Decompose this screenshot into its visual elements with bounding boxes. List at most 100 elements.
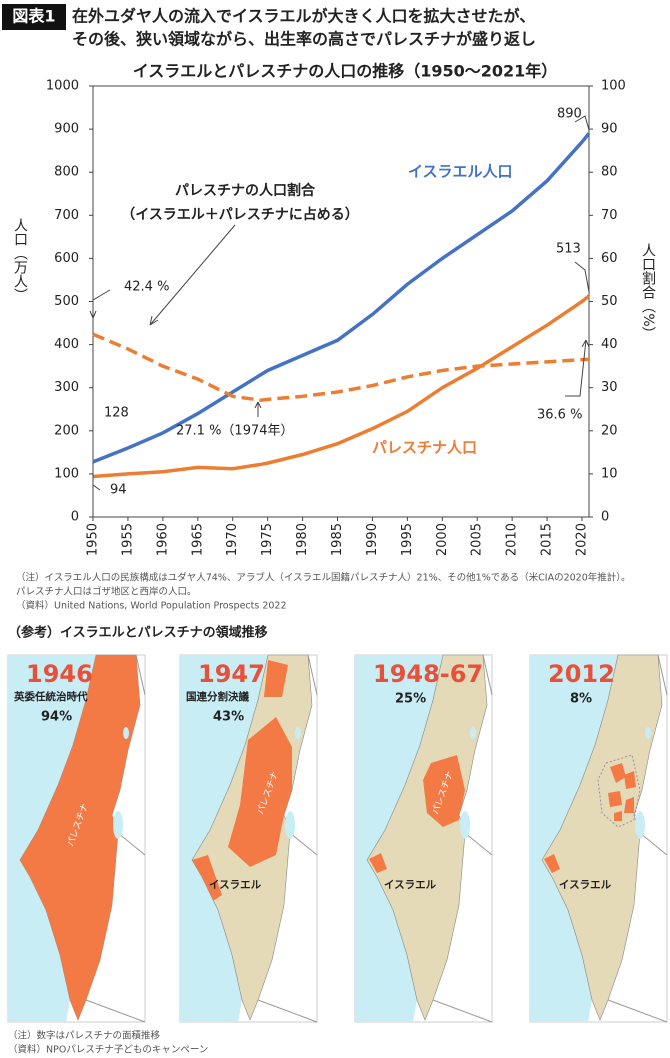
map-year: 1948-67 (373, 660, 483, 688)
palestine-shape (264, 660, 288, 697)
map-year: 2012 (548, 660, 615, 688)
map-share: 25% (395, 692, 426, 707)
data-label: 128 (104, 406, 129, 421)
x-tick-label: 1955 (120, 523, 135, 556)
palestine-shape (614, 811, 622, 821)
y-tick-label: 0 (71, 510, 79, 525)
badge: 図表1 (12, 7, 55, 26)
series-label: パレスチナ人口 (372, 439, 477, 457)
y2-tick-label: 0 (601, 510, 609, 525)
y-tick-label: 600 (54, 251, 79, 266)
map-share: 8% (570, 692, 592, 707)
lake (645, 727, 651, 739)
sea (8, 655, 96, 1022)
map-period: 英委任統治時代 (13, 690, 88, 703)
map-region: イスラエル (209, 879, 262, 891)
palestine-shape (544, 854, 560, 873)
map-share: 94% (41, 710, 72, 725)
x-tick-label: 1995 (400, 523, 415, 556)
annotation: 42.4 % (124, 280, 169, 295)
palestine-area (369, 755, 465, 873)
x-tick-label: 1990 (365, 523, 380, 556)
y-tick-label: 700 (54, 208, 79, 223)
border (432, 654, 493, 1023)
plot: 0 100 200 300 400 500 600 700 800 900 1000 0 10 20 30 4… (46, 79, 626, 557)
border (257, 654, 318, 1023)
y2-tick-label: 20 (601, 423, 618, 438)
dead-sea (635, 811, 645, 839)
y2-tick-label: 10 (601, 466, 618, 481)
dead-sea (113, 811, 123, 839)
y-tick-label: 300 (54, 380, 79, 395)
palestine-shape (624, 771, 636, 789)
series-subtitle: （イスラエル＋パレスチナに占める） (121, 206, 359, 223)
annotation: 27.1 %（1974年） (176, 424, 294, 439)
sea (355, 655, 443, 1022)
x-tick-label: 1965 (190, 523, 205, 556)
y2-tick-label: 80 (601, 165, 618, 180)
palestine-shape (369, 853, 387, 873)
data-label: 890 (557, 107, 582, 122)
y2-tick-label: 70 (601, 208, 618, 223)
sea (530, 655, 618, 1022)
sea (180, 655, 268, 1022)
x-tick-label: 1980 (295, 523, 310, 556)
series-line (92, 332, 590, 402)
x-tick-label: 2010 (505, 523, 520, 556)
border (607, 654, 668, 1023)
maps: 1946英委任統治時代94%パレスチナ1947国連分割決議43%パレスチナイスラ… (7, 654, 668, 1023)
note: （注）数字はパレスチナの面積推移 (8, 1030, 161, 1042)
palestine-shape (192, 855, 222, 903)
palestine-shape (610, 763, 626, 783)
map-year: 1947 (198, 660, 265, 688)
data-label: 94 (110, 483, 127, 498)
map-share: 43% (213, 710, 244, 725)
plot-frame (92, 85, 590, 518)
map-year: 1946 (26, 660, 93, 688)
series-line (92, 294, 591, 479)
note: （資料）United Nations, World Population Pro… (16, 600, 287, 612)
dead-sea (285, 811, 295, 839)
lake (295, 727, 301, 739)
west-bank-outline (597, 754, 641, 828)
note: （資料）NPOパレスチナ子どものキャンペーン (8, 1044, 208, 1056)
x-tick-label: 2020 (575, 523, 590, 556)
map-region: イスラエル (384, 879, 437, 891)
y2-tick-label: 30 (601, 380, 618, 395)
y2-axis-label: 人口割合（%） (640, 243, 656, 340)
note: パレスチナ人口はゴザ地区と西岸の人口。 (16, 586, 197, 598)
annotation: 36.6 % (537, 408, 582, 423)
y-axis-label: 人口（万人） (12, 218, 28, 302)
dead-sea (460, 811, 470, 839)
x-tick-label: 1985 (330, 523, 345, 556)
map-panel: 2012 8% イスラエル (529, 654, 668, 1023)
map-period: 国連分割決議 (186, 690, 249, 703)
y-tick-label: 900 (54, 122, 79, 137)
lake (123, 727, 129, 739)
y-tick-label: 800 (54, 165, 79, 180)
y-tick-label: 1000 (46, 79, 79, 94)
palestine-area (192, 660, 292, 903)
y2-tick-label: 40 (601, 337, 618, 352)
note: （注）イスラエル人口の民族構成はユダヤ人74%、アラブ人（イスラエル国籍パレスチ… (16, 572, 631, 584)
border (85, 654, 146, 1023)
y2-tick-label: 50 (601, 294, 618, 309)
headline: 在外ユダヤ人の流入でイスラエルが大きく人口を拡大させたが、 (72, 7, 535, 26)
chart-title: イスラエルとパレスチナの人口の推移（1950～2021年） (133, 62, 558, 81)
y2-tick-label: 60 (601, 251, 618, 266)
palestine-shape (423, 755, 465, 827)
y-tick-label: 100 (54, 466, 79, 481)
arrows (89, 115, 590, 491)
series-label: パレスチナの人口割合 (175, 182, 316, 199)
y2-tick-label: 90 (601, 122, 618, 137)
palestine-shape (624, 797, 634, 813)
palestine-shape (608, 791, 622, 807)
series-line (92, 132, 591, 464)
x-tick-label: 2015 (540, 523, 555, 556)
series-label: イスラエル人口 (408, 163, 513, 181)
headline: その後、狭い領域ながら、出生率の高さでパレスチナが盛り返し (72, 30, 536, 49)
x-tick-label: 2000 (435, 523, 450, 556)
